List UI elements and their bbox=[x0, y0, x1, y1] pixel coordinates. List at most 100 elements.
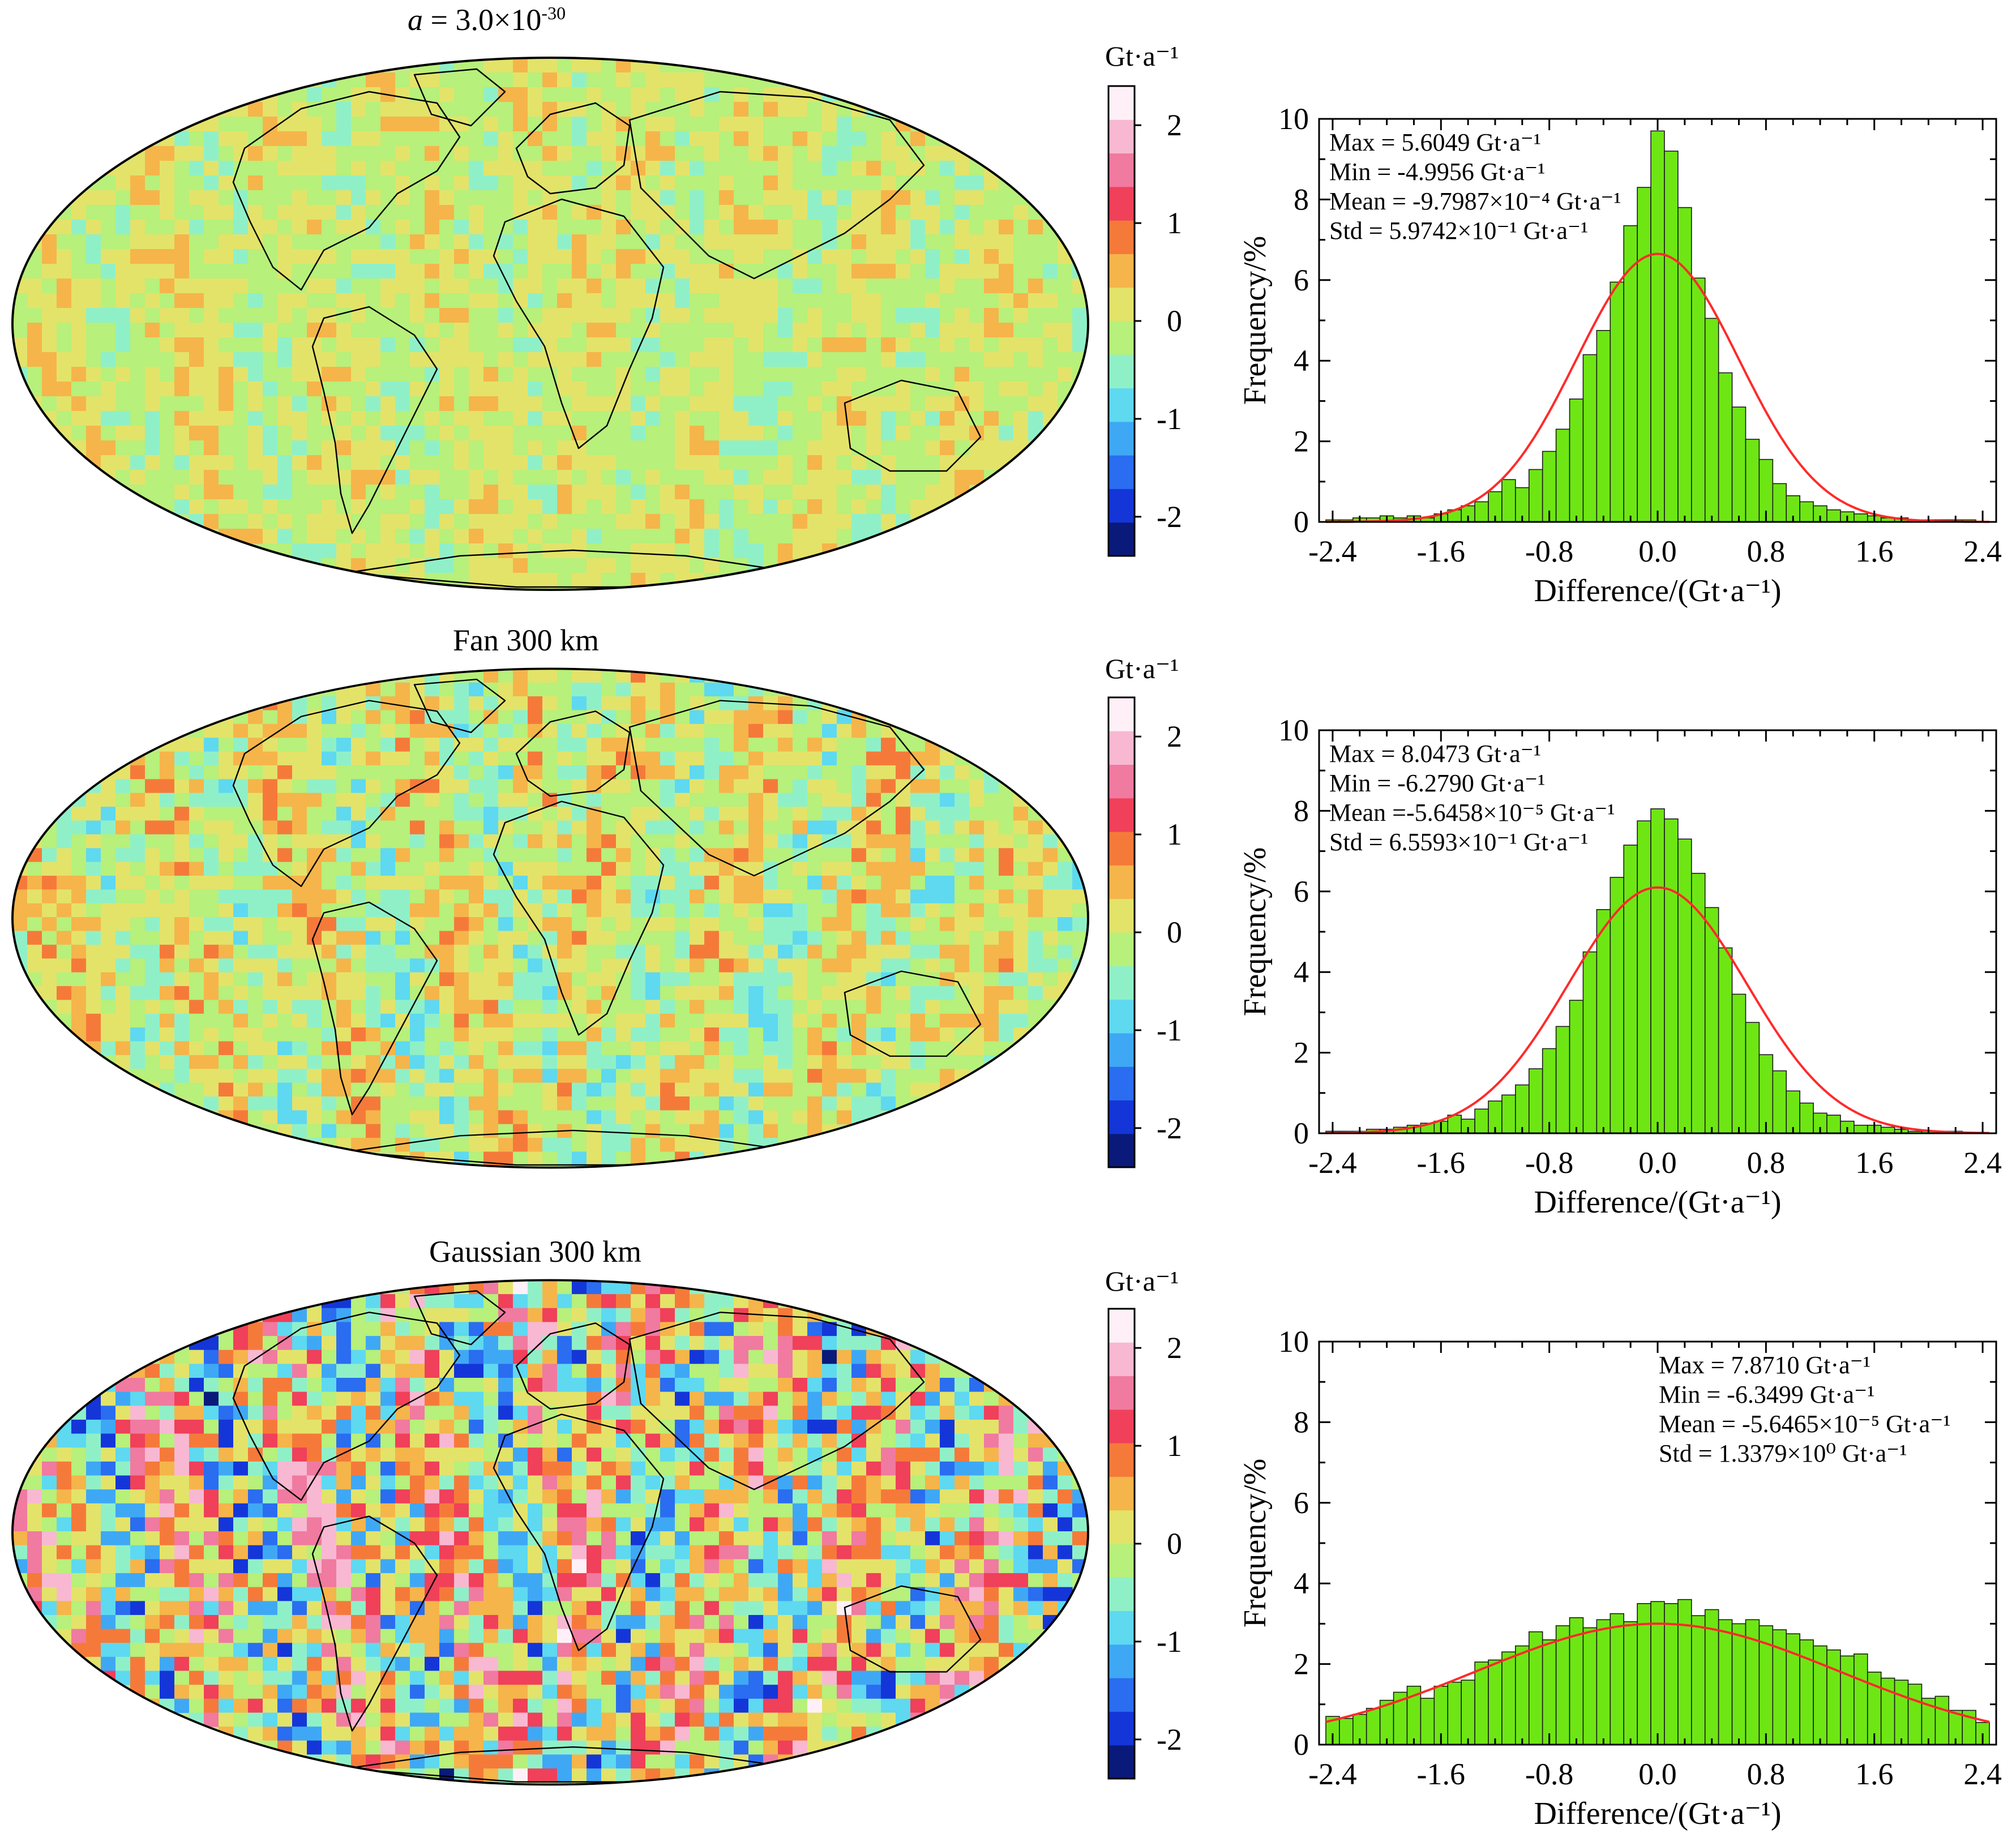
map-cell bbox=[601, 738, 617, 752]
map-cell bbox=[925, 411, 940, 426]
map-cell bbox=[734, 972, 749, 987]
map-cell bbox=[748, 1055, 764, 1069]
map-cell bbox=[557, 175, 572, 191]
map-cell bbox=[248, 529, 263, 544]
map-cell bbox=[513, 917, 528, 932]
map-cell bbox=[351, 205, 366, 220]
map-cell bbox=[307, 834, 322, 849]
coastline bbox=[311, 306, 438, 534]
map-cell bbox=[439, 986, 455, 1000]
map-cell bbox=[969, 293, 985, 309]
map-cell bbox=[719, 889, 734, 904]
map-cell bbox=[881, 293, 896, 309]
map-cell bbox=[910, 440, 926, 456]
map-cell bbox=[807, 131, 823, 147]
map-cell bbox=[322, 264, 337, 279]
map-cell bbox=[277, 220, 293, 235]
map-cell bbox=[292, 308, 307, 323]
map-cell bbox=[174, 972, 190, 987]
map-cell bbox=[587, 1041, 602, 1056]
coastline bbox=[232, 91, 461, 291]
map-cell bbox=[675, 779, 690, 794]
map-cell bbox=[645, 682, 661, 697]
map-cell bbox=[204, 1096, 219, 1111]
map-cell bbox=[822, 1069, 837, 1083]
map-cell bbox=[336, 986, 352, 1000]
map-cell bbox=[483, 440, 499, 456]
map-cell bbox=[366, 352, 381, 367]
map-cell bbox=[115, 958, 131, 973]
map-cell bbox=[851, 367, 867, 382]
map-cell bbox=[189, 1364, 204, 1378]
map-cell bbox=[115, 337, 131, 353]
map-cell bbox=[101, 249, 116, 264]
map-cell bbox=[763, 175, 778, 191]
map-cell bbox=[145, 820, 160, 835]
map-cell bbox=[395, 1069, 410, 1083]
map-cell bbox=[778, 1391, 793, 1406]
map-cell bbox=[866, 723, 881, 738]
colorbar-swatch bbox=[1108, 220, 1135, 254]
map-cell bbox=[307, 514, 322, 529]
map-cell bbox=[292, 293, 307, 309]
map-cell bbox=[380, 543, 396, 559]
map-cell bbox=[896, 190, 911, 205]
map-cell bbox=[734, 765, 749, 779]
map-cell bbox=[704, 1041, 720, 1056]
map-cell bbox=[336, 146, 352, 161]
map-cell bbox=[528, 1082, 543, 1097]
map-cell bbox=[469, 876, 484, 890]
map-cell bbox=[572, 1378, 587, 1393]
map-cell bbox=[454, 751, 469, 766]
map-cell bbox=[675, 514, 690, 529]
map-cell bbox=[410, 146, 425, 161]
map-cell bbox=[248, 972, 263, 987]
map-cell bbox=[483, 131, 499, 147]
map-cell bbox=[704, 470, 720, 485]
map-cell bbox=[263, 337, 278, 353]
map-cell bbox=[748, 807, 764, 821]
map-cell bbox=[542, 529, 558, 544]
map-cell bbox=[189, 986, 204, 1000]
histogram-bar bbox=[1854, 1124, 1868, 1134]
map-cell bbox=[483, 903, 499, 918]
map-cell bbox=[690, 986, 705, 1000]
map-cell bbox=[130, 972, 145, 987]
map-cell bbox=[483, 986, 499, 1000]
map-cell bbox=[513, 958, 528, 973]
map-cell bbox=[469, 944, 484, 959]
map-cell bbox=[910, 1055, 926, 1069]
map-cell bbox=[822, 931, 837, 945]
map-cell bbox=[660, 175, 675, 191]
map-cell bbox=[145, 1391, 160, 1406]
map-cell bbox=[925, 146, 940, 161]
map-cell bbox=[145, 323, 160, 338]
map-cell bbox=[851, 131, 867, 147]
map-cell bbox=[572, 751, 587, 766]
map-cell bbox=[336, 889, 352, 904]
map-cell bbox=[542, 723, 558, 738]
map-cell bbox=[910, 323, 926, 338]
map-cell bbox=[469, 382, 484, 397]
map-cell bbox=[307, 931, 322, 945]
map-cell bbox=[292, 944, 307, 959]
map-cell bbox=[557, 1151, 572, 1166]
histogram-bar bbox=[1650, 130, 1665, 522]
map-cell bbox=[763, 367, 778, 382]
map-cell bbox=[174, 958, 190, 973]
map-cell bbox=[204, 279, 219, 294]
map-cell bbox=[336, 958, 352, 973]
map-cell bbox=[454, 889, 469, 904]
map-cell bbox=[704, 72, 720, 88]
map-cell bbox=[498, 264, 513, 279]
map-cell bbox=[1028, 848, 1043, 863]
map-cell bbox=[719, 470, 734, 485]
map-cell bbox=[719, 161, 734, 176]
map-cell bbox=[572, 1082, 587, 1097]
map-cell bbox=[380, 917, 396, 932]
map-cell bbox=[601, 455, 617, 470]
map-cell bbox=[660, 161, 675, 176]
map-cell bbox=[704, 1069, 720, 1083]
histogram-bar bbox=[1637, 187, 1651, 522]
map-cell bbox=[645, 1055, 661, 1069]
